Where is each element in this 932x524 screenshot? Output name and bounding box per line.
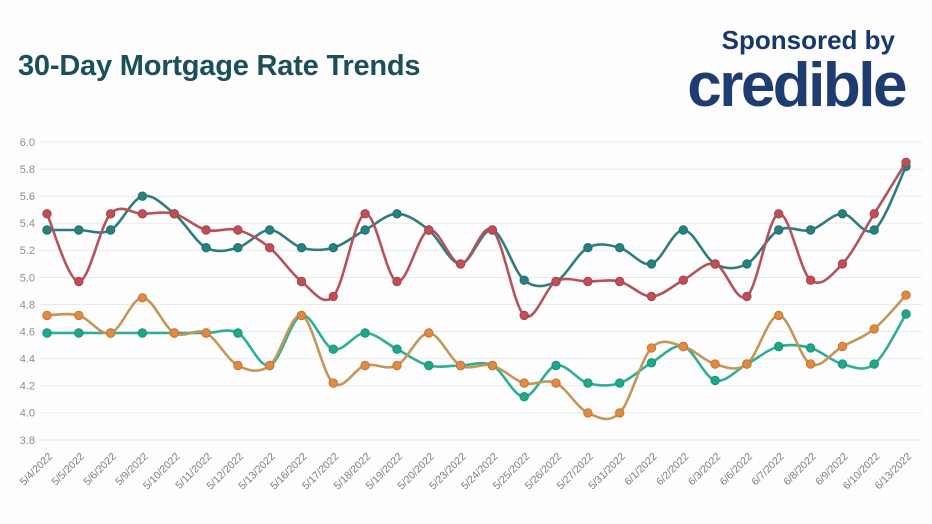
- svg-text:6/2/2022: 6/2/2022: [654, 451, 691, 488]
- svg-text:3.8: 3.8: [20, 435, 35, 447]
- svg-text:4.8: 4.8: [20, 299, 35, 311]
- series-teal-line: [42, 161, 911, 288]
- svg-text:6/7/2022: 6/7/2022: [749, 451, 786, 488]
- svg-text:4.6: 4.6: [20, 326, 35, 338]
- svg-text:4.4: 4.4: [20, 354, 35, 366]
- svg-text:5/5/2022: 5/5/2022: [50, 451, 87, 488]
- svg-text:6/1/2022: 6/1/2022: [622, 451, 659, 488]
- y-axis-labels: 6.0 5.8 5.6 5.4 5.2 5.0 4.8 4.6 4.4 4.2 4.0 3.8: [20, 137, 35, 447]
- svg-text:5/4/2022: 5/4/2022: [18, 451, 55, 488]
- svg-text:4.0: 4.0: [20, 408, 35, 420]
- credible-logo: credible: [687, 50, 907, 120]
- x-axis-labels: 5/4/20225/5/20225/6/20225/9/20225/10/202…: [18, 451, 914, 493]
- svg-text:5.8: 5.8: [20, 164, 35, 176]
- svg-text:5.6: 5.6: [20, 191, 35, 203]
- svg-text:6/6/2022: 6/6/2022: [718, 451, 755, 488]
- svg-text:5/6/2022: 5/6/2022: [81, 451, 118, 488]
- svg-text:6/3/2022: 6/3/2022: [686, 451, 723, 488]
- sponsor-block: Sponsored by credible: [687, 25, 907, 120]
- svg-text:5.0: 5.0: [20, 272, 35, 284]
- series-green-line: [42, 309, 911, 402]
- svg-text:5.4: 5.4: [20, 218, 35, 230]
- page-title: 30-Day Mortgage Rate Trends: [18, 50, 421, 82]
- svg-text:6/8/2022: 6/8/2022: [781, 451, 818, 488]
- series-orange-line: [42, 290, 911, 421]
- y-gridlines: [40, 141, 922, 441]
- series-red-line: [42, 157, 911, 321]
- svg-text:4.2: 4.2: [20, 381, 35, 393]
- svg-text:6.0: 6.0: [20, 137, 35, 149]
- sponsored-by-label: Sponsored by: [721, 25, 895, 55]
- svg-text:5.2: 5.2: [20, 245, 35, 257]
